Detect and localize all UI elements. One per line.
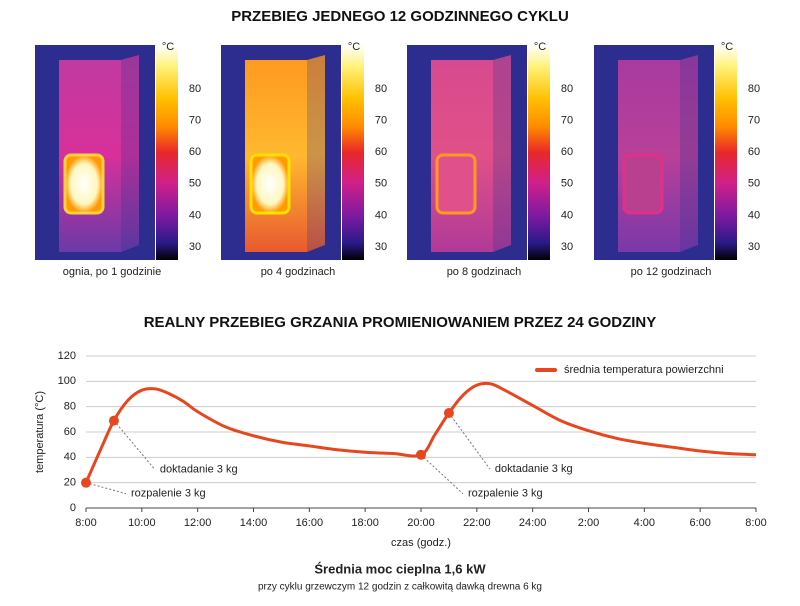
colorbar-tick-label: 50 <box>561 178 573 190</box>
colorbar-unit: °C <box>721 41 733 53</box>
tower-side <box>121 55 139 252</box>
colorbar-tick-label: 80 <box>561 83 573 95</box>
colorbar-tick-label: 30 <box>748 241 760 253</box>
y-tick-label: 20 <box>64 477 76 489</box>
colorbar-tick-label: 30 <box>561 241 573 253</box>
y-tick-label: 40 <box>64 451 76 463</box>
colorbar-tick-label: 50 <box>189 178 201 190</box>
annotated-point <box>443 408 454 418</box>
x-tick-label: 8:00 <box>75 517 96 529</box>
thermal-caption: po 4 godzinach <box>261 266 336 278</box>
x-tick-label: 20:00 <box>407 517 435 529</box>
annotated-point <box>108 415 119 426</box>
colorbar <box>528 45 550 260</box>
tower-door <box>622 153 664 215</box>
tower-side <box>493 55 511 252</box>
chart: 0 20 40 60 80 100 120 8:00 10:00 12:00 14:00 16:00 1… <box>34 350 767 549</box>
colorbar-tick-label: 40 <box>375 209 387 221</box>
colorbar-tick-label: 40 <box>748 209 760 221</box>
thermal-title: PRZEBIEG JEDNEGO 12 GODZINNEGO CYKLU <box>231 8 569 25</box>
colorbar-tick-label: 60 <box>189 146 201 158</box>
x-tick-label: 14:00 <box>240 517 268 529</box>
x-tick-label: 2:00 <box>578 517 599 529</box>
x-tick-label: 24:00 <box>519 517 547 529</box>
colorbar-tick-label: 30 <box>375 241 387 253</box>
colorbar-tick-label: 30 <box>189 241 201 253</box>
x-tick-label: 6:00 <box>689 517 710 529</box>
colorbar-unit: °C <box>534 41 546 53</box>
annotation: rozpalenie 3 kg <box>468 488 543 500</box>
colorbar-tick-label: 60 <box>748 146 760 158</box>
annotated-point <box>416 449 426 460</box>
data-line <box>84 381 757 484</box>
colorbar-tick-label: 80 <box>375 83 387 95</box>
thermal-caption: ognia, po 1 godzinie <box>63 266 161 278</box>
y-axis-label: temperatura (°C) <box>34 391 46 473</box>
colorbar-tick-label: 60 <box>375 146 387 158</box>
x-tick-label: 22:00 <box>463 517 491 529</box>
chart-title: REALNY PRZEBIEG GRZANIA PROMIENIOWANIEM … <box>144 314 657 331</box>
x-tick-label: 16:00 <box>296 517 324 529</box>
annotation-leader <box>448 412 491 470</box>
x-tick-label: 12:00 <box>184 517 212 529</box>
annotation: doktadanie 3 kg <box>160 464 238 476</box>
annotation: doktadanie 3 kg <box>495 463 573 475</box>
colorbar-tick-label: 70 <box>189 115 201 127</box>
y-tick-label: 60 <box>64 426 76 438</box>
colorbar-tick-label: 80 <box>748 83 760 95</box>
y-tick-label: 80 <box>64 401 76 413</box>
thermal-panels: °C 30 40 50 60 70 80 ognia, po 1 godzinie °C 30 40… <box>35 41 760 278</box>
colorbar-tick-label: 60 <box>561 146 573 158</box>
colorbar-tick-label: 50 <box>748 178 760 190</box>
colorbar-tick-label: 40 <box>189 209 201 221</box>
annotation-leader <box>420 454 464 495</box>
colorbar <box>715 45 737 260</box>
annotated-point <box>81 477 91 488</box>
tower-side <box>680 55 698 252</box>
colorbar <box>156 45 178 260</box>
colorbar-tick-label: 40 <box>561 209 573 221</box>
thermal-caption: po 8 godzinach <box>447 266 522 278</box>
colorbar-tick-label: 50 <box>375 178 387 190</box>
annotation: rozpalenie 3 kg <box>131 488 206 500</box>
legend-label: średnia temperatura powierzchni <box>564 364 724 376</box>
y-tick-label: 0 <box>70 502 76 514</box>
y-tick-label: 120 <box>58 350 76 362</box>
tower-side <box>307 55 325 252</box>
thermal-caption: po 12 godzinach <box>631 266 712 278</box>
colorbar-tick-label: 70 <box>748 115 760 127</box>
annotation-leader <box>85 482 127 495</box>
footer-note: przy cyklu grzewczym 12 godzin z całkowi… <box>258 582 542 593</box>
colorbar-tick-label: 70 <box>375 115 387 127</box>
colorbar <box>342 45 364 260</box>
tower-door <box>249 153 291 215</box>
y-tick-label: 100 <box>58 375 76 387</box>
footer-headline: Średnia moc cieplna 1,6 kW <box>314 561 486 576</box>
colorbar-unit: °C <box>162 41 174 53</box>
x-tick-label: 10:00 <box>128 517 156 529</box>
colorbar-unit: °C <box>348 41 360 53</box>
x-tick-label: 18:00 <box>351 517 379 529</box>
colorbar-tick-label: 80 <box>189 83 201 95</box>
tower-door <box>435 153 477 215</box>
x-tick-label: 4:00 <box>634 517 655 529</box>
colorbar-tick-label: 70 <box>561 115 573 127</box>
x-axis-label: czas (godz.) <box>391 537 451 549</box>
annotation-leader <box>113 420 156 470</box>
tower-door <box>63 153 105 215</box>
x-tick-label: 8:00 <box>745 517 766 529</box>
